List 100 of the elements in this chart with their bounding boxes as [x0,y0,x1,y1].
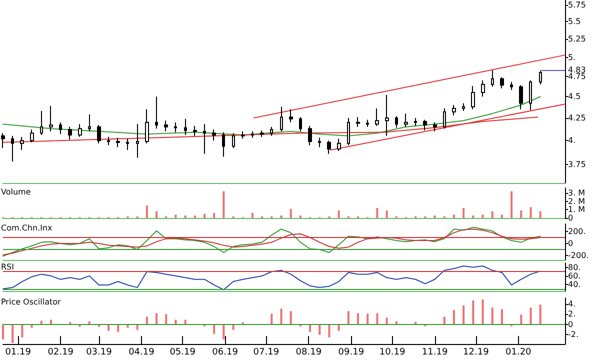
candlestick [433,122,437,132]
bar [50,320,52,324]
candlestick [452,104,456,116]
bar [204,214,206,218]
bar [174,214,177,218]
bar [452,214,455,218]
bar [452,310,455,324]
candlestick [20,136,24,151]
candlestick [11,135,14,162]
x-tick-label: 10.19 [379,348,406,358]
candlestick [539,70,542,85]
bar [146,316,148,324]
bar [520,210,522,218]
bar [222,324,225,340]
candlestick [145,108,149,144]
bar [251,213,254,218]
chart-title: Com.Chn.Inx [1,224,53,232]
bar [472,300,474,324]
candlestick [184,118,187,136]
candlestick [68,126,72,140]
candlestick [59,122,62,135]
bar [491,308,494,324]
candlestick [260,130,264,138]
candlestick [395,116,398,128]
candlestick [30,129,34,143]
candlestick [529,80,532,111]
y-tick-label: 0 [568,239,574,248]
bar [500,214,503,218]
candlestick [78,124,82,138]
y-tick-label: 60. [568,271,581,280]
x-tick-label: 01.19 [5,348,32,358]
candlestick [107,136,110,146]
y-tick-label: 4.5 [568,92,581,102]
x-tick-label: 04.19 [128,348,155,358]
y-tick-label: 3. M [568,188,586,198]
x-tick-label: 06.19 [212,348,238,358]
candlestick [481,80,485,98]
candlestick [500,76,504,89]
y-tick-label: 5.5 [568,17,581,26]
y-tick-label: 80. [568,262,581,272]
candlestick [251,130,254,138]
x-tick-label: 01.20 [506,348,532,358]
y-tick-label: 200. [568,227,586,236]
y-tick-label: -200. [568,251,589,260]
bar [328,324,330,338]
candlestick [212,129,216,142]
bar [213,324,216,334]
candlestick [366,119,369,128]
bar [366,314,369,324]
x-tick-label: 09.19 [338,348,364,358]
y-tick-label: 2. [568,310,576,319]
candlestick [318,137,321,148]
bar [482,214,484,218]
candlestick [155,96,158,130]
candlestick [1,132,5,149]
candlestick [88,114,91,132]
bar [376,208,378,218]
y-tick-label: 5.25 [568,34,586,44]
bar [491,211,494,218]
line-series [2,266,541,290]
candlestick [375,108,379,126]
bar [482,300,484,324]
x-tick-label: 12.19 [463,348,490,358]
bar [280,308,282,324]
candlestick [308,125,312,146]
x-tick-label: 05.19 [170,348,196,358]
y-tick-label: 0 [568,320,574,329]
y-tick-label: 3.75 [568,160,586,170]
bar [539,304,542,324]
candlestick [443,108,446,130]
x-tick-label: 02.19 [48,348,74,358]
bar [520,314,522,324]
bar [462,306,465,324]
x-tick-label: 03.19 [86,348,112,358]
bar [270,314,273,324]
chart-title: RSI [1,262,14,272]
bar [222,191,225,218]
y-tick-label: 4. [568,136,576,146]
bar [184,320,186,324]
candlestick [203,124,206,154]
candlestick [49,105,53,132]
bar [12,324,14,343]
candlestick [97,124,101,144]
candlestick [423,119,427,131]
candlestick [136,124,139,158]
bar [21,324,24,338]
bar [386,318,388,324]
bar [165,314,168,324]
bar [213,213,216,218]
bar [500,309,503,324]
bar [156,211,158,218]
candlestick [519,84,523,110]
bar [539,211,542,218]
x-tick-label: 11.19 [422,348,448,358]
bar [174,320,177,324]
candlestick [174,122,177,133]
candlestick [510,81,513,91]
bar [357,313,360,324]
candlestick [126,138,129,151]
chart-title: Volume [1,188,31,196]
